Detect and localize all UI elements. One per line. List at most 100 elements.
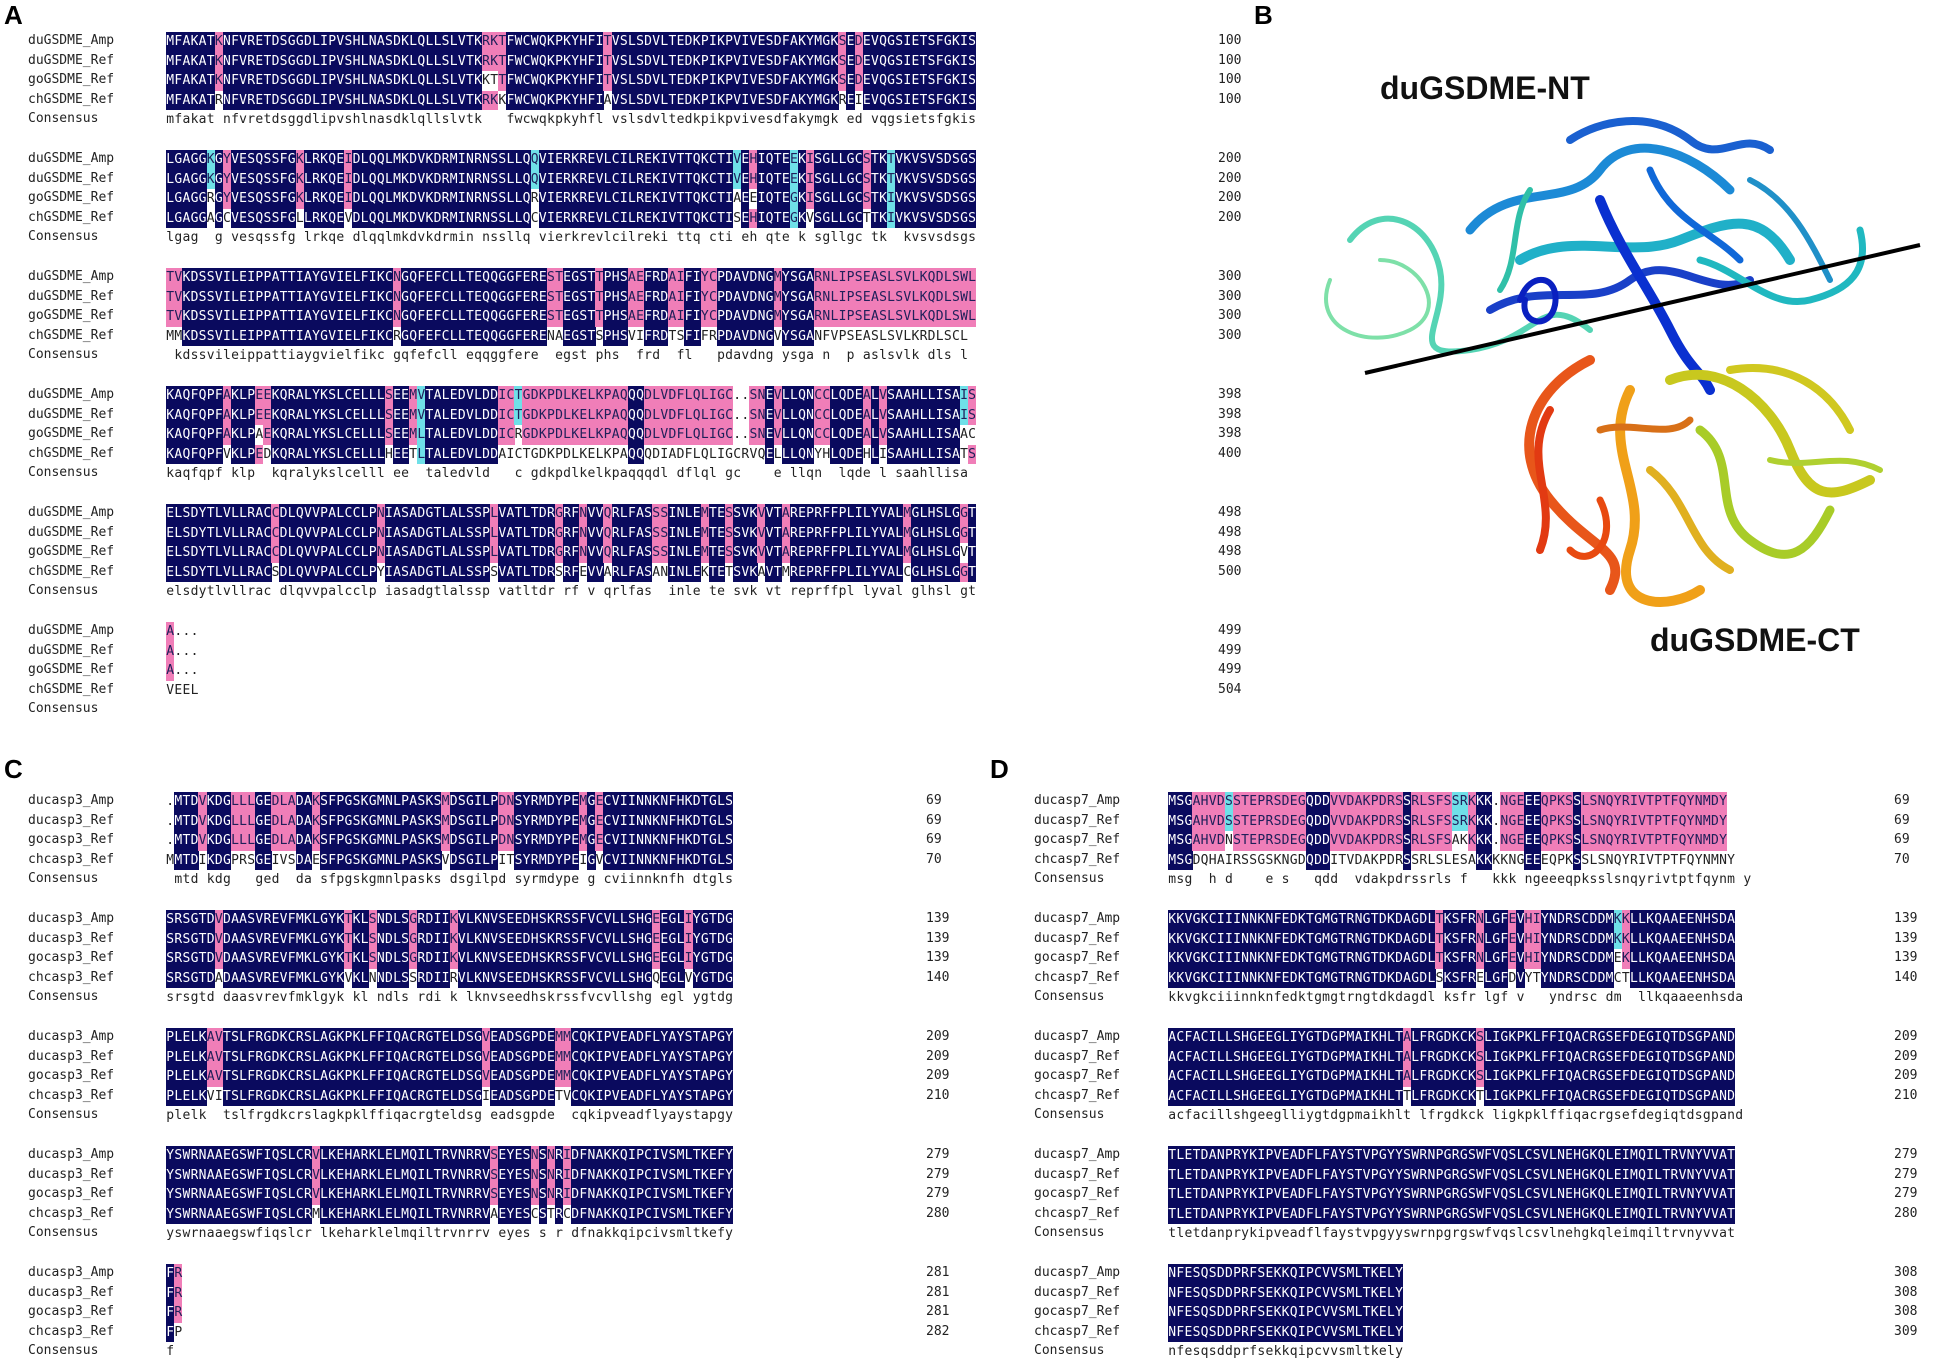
sequence-row: chGSDME_Ref L G A G G A G C V E S Q S S F G L L R K Q E V D L Q Q L M… (28, 208, 1258, 229)
residue: I (708, 71, 718, 91)
residue: S (765, 71, 774, 91)
residue: E (336, 189, 345, 209)
residue: P (263, 268, 272, 288)
residue: K (700, 150, 709, 170)
residue: I (319, 32, 329, 52)
consensus-residue: l (312, 112, 320, 128)
residue: V (870, 90, 880, 111)
residue: R (473, 189, 483, 209)
residue: V (806, 210, 814, 226)
residue: Q (368, 169, 377, 190)
residue: Q (368, 150, 377, 170)
position-number: 209 (926, 1068, 950, 1084)
residue: N (222, 51, 232, 72)
residue: L (506, 150, 515, 170)
consensus-residue: v (231, 230, 239, 246)
residue: I (319, 71, 329, 91)
residue: S (441, 32, 450, 52)
consensus-residue: d (684, 112, 693, 128)
residue: S (967, 169, 977, 190)
residue: L (352, 268, 361, 288)
residue: F (230, 51, 240, 72)
residue: T (967, 562, 977, 583)
residue: F (279, 150, 288, 170)
sequence-row: goGSDME_Ref K A Q F Q P F A K L P A E K Q R A L Y K S L C E L L L S E… (28, 425, 1258, 445)
residue: A (206, 210, 215, 226)
residue: Y (724, 1165, 734, 1186)
residue: A (271, 268, 280, 288)
residue: F (781, 90, 790, 111)
residue: V (870, 71, 880, 91)
residue: L (311, 51, 321, 72)
residue: L (384, 189, 394, 209)
residue: Q (692, 169, 701, 190)
residue: R (206, 191, 215, 207)
residue: T (554, 268, 564, 288)
residue: D (392, 90, 402, 111)
residue: G (214, 208, 223, 229)
residue: S (724, 831, 734, 851)
residue: S (263, 169, 272, 190)
residue: F (506, 32, 515, 52)
residue: A (198, 71, 207, 91)
residue: L (295, 210, 304, 226)
residue: K (571, 208, 580, 229)
residue: F (935, 71, 944, 91)
residue: K (425, 150, 434, 170)
consensus-residue: i (903, 112, 912, 128)
residue: V (538, 150, 547, 170)
residue: L (360, 71, 369, 91)
residue: R (247, 90, 256, 111)
residue: E (554, 150, 564, 170)
residue: L (660, 90, 669, 111)
residue: K (797, 32, 807, 52)
residue: E (862, 71, 871, 91)
residue: N (465, 150, 475, 170)
consensus-residue: s (919, 230, 928, 246)
position-number: 69 (1894, 832, 1910, 848)
residue: F (935, 32, 944, 52)
residue: L (166, 189, 175, 209)
position-number: 500 (1218, 563, 1242, 579)
residue: G (822, 189, 831, 209)
residue: Q (417, 32, 426, 52)
residue: N (392, 268, 402, 288)
residue: D (271, 90, 280, 111)
residue: V (911, 189, 920, 209)
sequence-name: ducasp7_Amp (1034, 793, 1121, 808)
residue: V (741, 268, 750, 288)
residue: R (174, 1303, 183, 1323)
residue: C (854, 169, 863, 190)
residue: Q (255, 150, 264, 170)
residue: T (870, 189, 880, 209)
consensus-residue: e (757, 112, 766, 128)
residue: A (376, 90, 385, 111)
residue: A (198, 90, 207, 111)
consensus-residue: l (627, 112, 636, 128)
residue: H (352, 51, 361, 72)
residue: F (506, 90, 515, 111)
residue: V (749, 51, 758, 72)
residue: F (174, 71, 183, 91)
residue: T (668, 32, 677, 52)
residue: S (263, 189, 272, 209)
alignment-block: ducasp7_Amp A C F A C I L L S H G E E G L I Y G T D G P M A I K H L T… (1034, 1028, 1934, 1126)
residue: E (336, 150, 345, 170)
residue: C (854, 189, 863, 209)
residue: K (473, 32, 483, 52)
residue: V (611, 51, 620, 72)
residue: E (238, 150, 248, 170)
residue: N (368, 32, 377, 52)
consensus-label: Consensus (28, 1107, 99, 1123)
consensus-residue: d (393, 112, 401, 128)
residue: E (846, 71, 855, 91)
residue: I (457, 208, 466, 229)
residue: S (263, 208, 272, 229)
residue: R (530, 191, 539, 207)
residue: L (190, 682, 199, 698)
consensus-residue: g (822, 230, 831, 246)
residue: K (400, 169, 410, 190)
residue: Y (571, 71, 580, 91)
position-number: 210 (926, 1087, 950, 1103)
